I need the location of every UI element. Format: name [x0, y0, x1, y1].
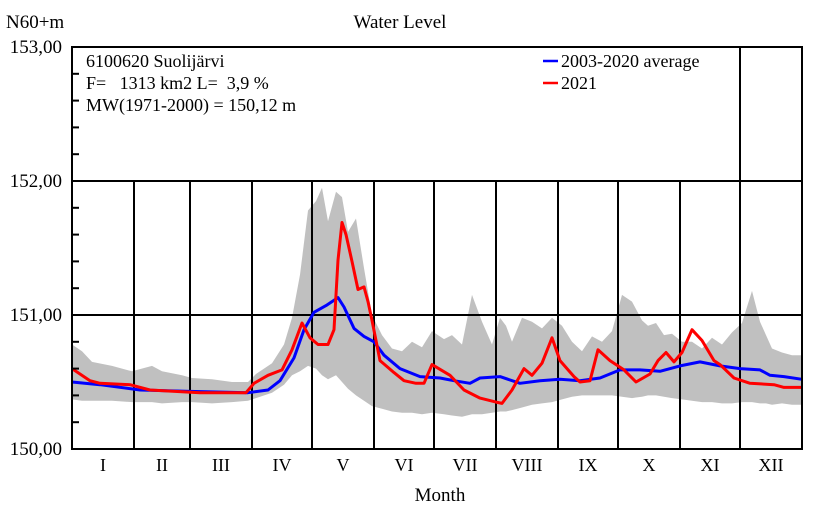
y-tick-label: 153,00 [10, 37, 62, 58]
x-tick-label: X [643, 455, 656, 475]
x-axis-label: Month [415, 485, 466, 506]
plot-frame [71, 46, 803, 450]
x-tick-label: V [337, 455, 350, 475]
legend: 2003-2020 average 2021 [543, 51, 699, 93]
y-tick-label: 152,00 [10, 171, 62, 192]
legend-label-2021: 2021 [561, 73, 597, 93]
legend-label-average: 2003-2020 average [561, 51, 699, 71]
x-tick-layer: I II III IV V VI VII VIII IX X XI XII [100, 455, 784, 475]
x-tick-label: III [212, 455, 230, 475]
x-tick-label: VIII [512, 455, 543, 475]
x-tick-label: I [100, 455, 106, 475]
x-tick-label: VI [395, 455, 414, 475]
y-tick-label: 150,00 [10, 439, 62, 460]
x-tick-label: IV [273, 455, 292, 475]
range-band-layer [72, 187, 802, 417]
info-mean: MW(1971-2000) = 150,12 m [86, 95, 296, 116]
y-axis-label: N60+m [6, 12, 64, 33]
grid-layer [72, 47, 802, 449]
x-tick-label: IX [579, 455, 598, 475]
x-tick-label: XI [701, 455, 720, 475]
chart-title: Water Level [354, 12, 447, 33]
info-box: 6100620 Suolijärvi F= 1313 km2 L= 3,9 % … [86, 51, 296, 116]
series-line-2021 [71, 221, 802, 405]
y-tick-label: 151,00 [10, 305, 62, 326]
y-tick-layer: 150,00 151,00 152,00 153,00 [10, 37, 79, 460]
x-tick-label: VII [453, 455, 478, 475]
series-line-average [71, 296, 803, 395]
info-area: F= 1313 km2 L= 3,9 % [86, 73, 269, 93]
info-station: 6100620 Suolijärvi [86, 51, 225, 71]
x-tick-label: II [156, 455, 168, 475]
x-tick-label: XII [759, 455, 784, 475]
series-layer [71, 221, 803, 405]
range-band [72, 187, 802, 417]
